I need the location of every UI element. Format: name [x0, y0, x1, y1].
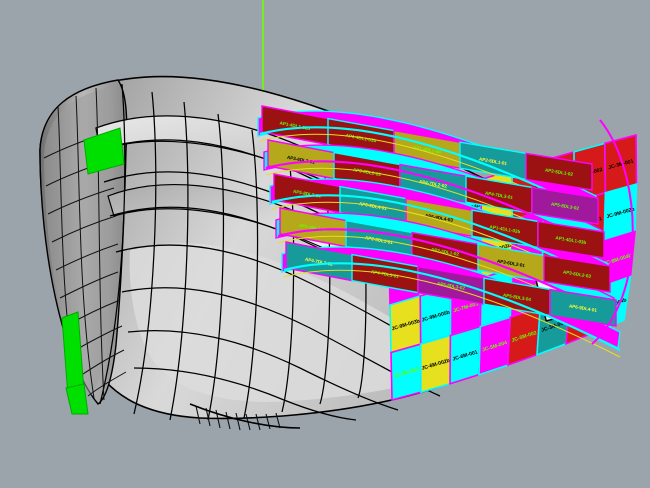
shell-block[interactable]: JC-6M-002b: [419, 334, 452, 394]
deck-block-label: AP5-8DL3-04: [503, 292, 532, 302]
deck-block-label: AP3-6DL2-01: [287, 155, 316, 165]
deck-layers-group[interactable]: AP1-4DL1-02b AP1-4DL1-03b AP1-4DL1-04 AP2-5…: [257, 105, 621, 358]
deck-block-label: AP1-4DL1-04: [413, 145, 442, 155]
bow-upper-highlight[interactable]: [83, 127, 125, 175]
deck-block-label: AP3-6DL2-03: [563, 269, 592, 279]
deck-block-label: AP1-4DL1-03b: [555, 235, 587, 245]
deck-block-label: AP2-5DL1-01: [365, 235, 394, 245]
deck-block[interactable]: AP6-9DL4-01: [549, 288, 617, 327]
deck-block-label: AP2-5DL1-02: [431, 247, 460, 257]
deck-block-label: AP1-4DL1-02b: [279, 120, 311, 131]
deck-block-label: AP1-4DL1-04: [299, 223, 328, 233]
deck-block[interactable]: AP1-4DL1-03b: [537, 220, 605, 259]
deck-block-label: AP4-7DL3-01: [485, 190, 514, 200]
deck-edge-highlight: [283, 262, 621, 351]
deck-block[interactable]: AP5-8DL3-02: [531, 186, 599, 225]
deck-block[interactable]: AP3-6DL2-03: [543, 254, 611, 293]
deck-edge-trim: [283, 269, 621, 358]
deck-block-label: AP1-4DL1-02b: [489, 224, 521, 234]
deck-block-label: AP2-5DL1-01: [479, 156, 508, 166]
stern-outline: [591, 119, 634, 345]
deck-block-label: AP3-6DL2-03: [353, 167, 382, 177]
hull-longitudinal-lines: [99, 139, 479, 421]
deck-block-label: AP4-7DL2-02: [305, 257, 334, 267]
deck-block-label: AP4-7DL3-01: [371, 269, 400, 279]
deck-block-label: AP6-9DL4-03: [425, 213, 454, 223]
deck-block[interactable]: AP2-5DL1-02: [525, 152, 593, 191]
bow-lower-highlight-b[interactable]: [65, 383, 89, 415]
deck-block-label: AP4-7DL2-02: [419, 179, 448, 189]
shell-block[interactable]: JC-8M-003: [390, 343, 422, 402]
deck-block-label: AP5-8DL3-02: [551, 201, 580, 211]
bow-mesh-lines: [43, 87, 127, 401]
shell-block[interactable]: JC-3M-001: [604, 133, 638, 194]
deck-block-label: AP5-8DL3-02: [437, 281, 466, 291]
deck-layer[interactable]: AP4-7DL2-02 AP4-7DL3-01 AP5-8DL3-02 AP5-8DL…: [281, 241, 621, 358]
deck-block-label: AP5-8DL3-04: [293, 189, 322, 199]
shell-block[interactable]: JC-9M-002b: [603, 183, 638, 243]
deck-block-label: AP6-9DL4-01: [569, 303, 598, 313]
shell-block[interactable]: JC-9M-005b: [419, 286, 452, 346]
shell-block[interactable]: JC-5M-004: [478, 316, 512, 376]
keel-line: [189, 403, 301, 429]
deck-block-label: AP2-5DL1-02: [545, 167, 574, 177]
deck-block-label: AP6-9DL4-01: [359, 201, 388, 211]
deck-block-label: AP3-6DL2-01: [497, 258, 526, 268]
shell-block[interactable]: JC-9M-003b: [389, 294, 422, 354]
shell-block[interactable]: JC-6M-001: [449, 325, 482, 385]
